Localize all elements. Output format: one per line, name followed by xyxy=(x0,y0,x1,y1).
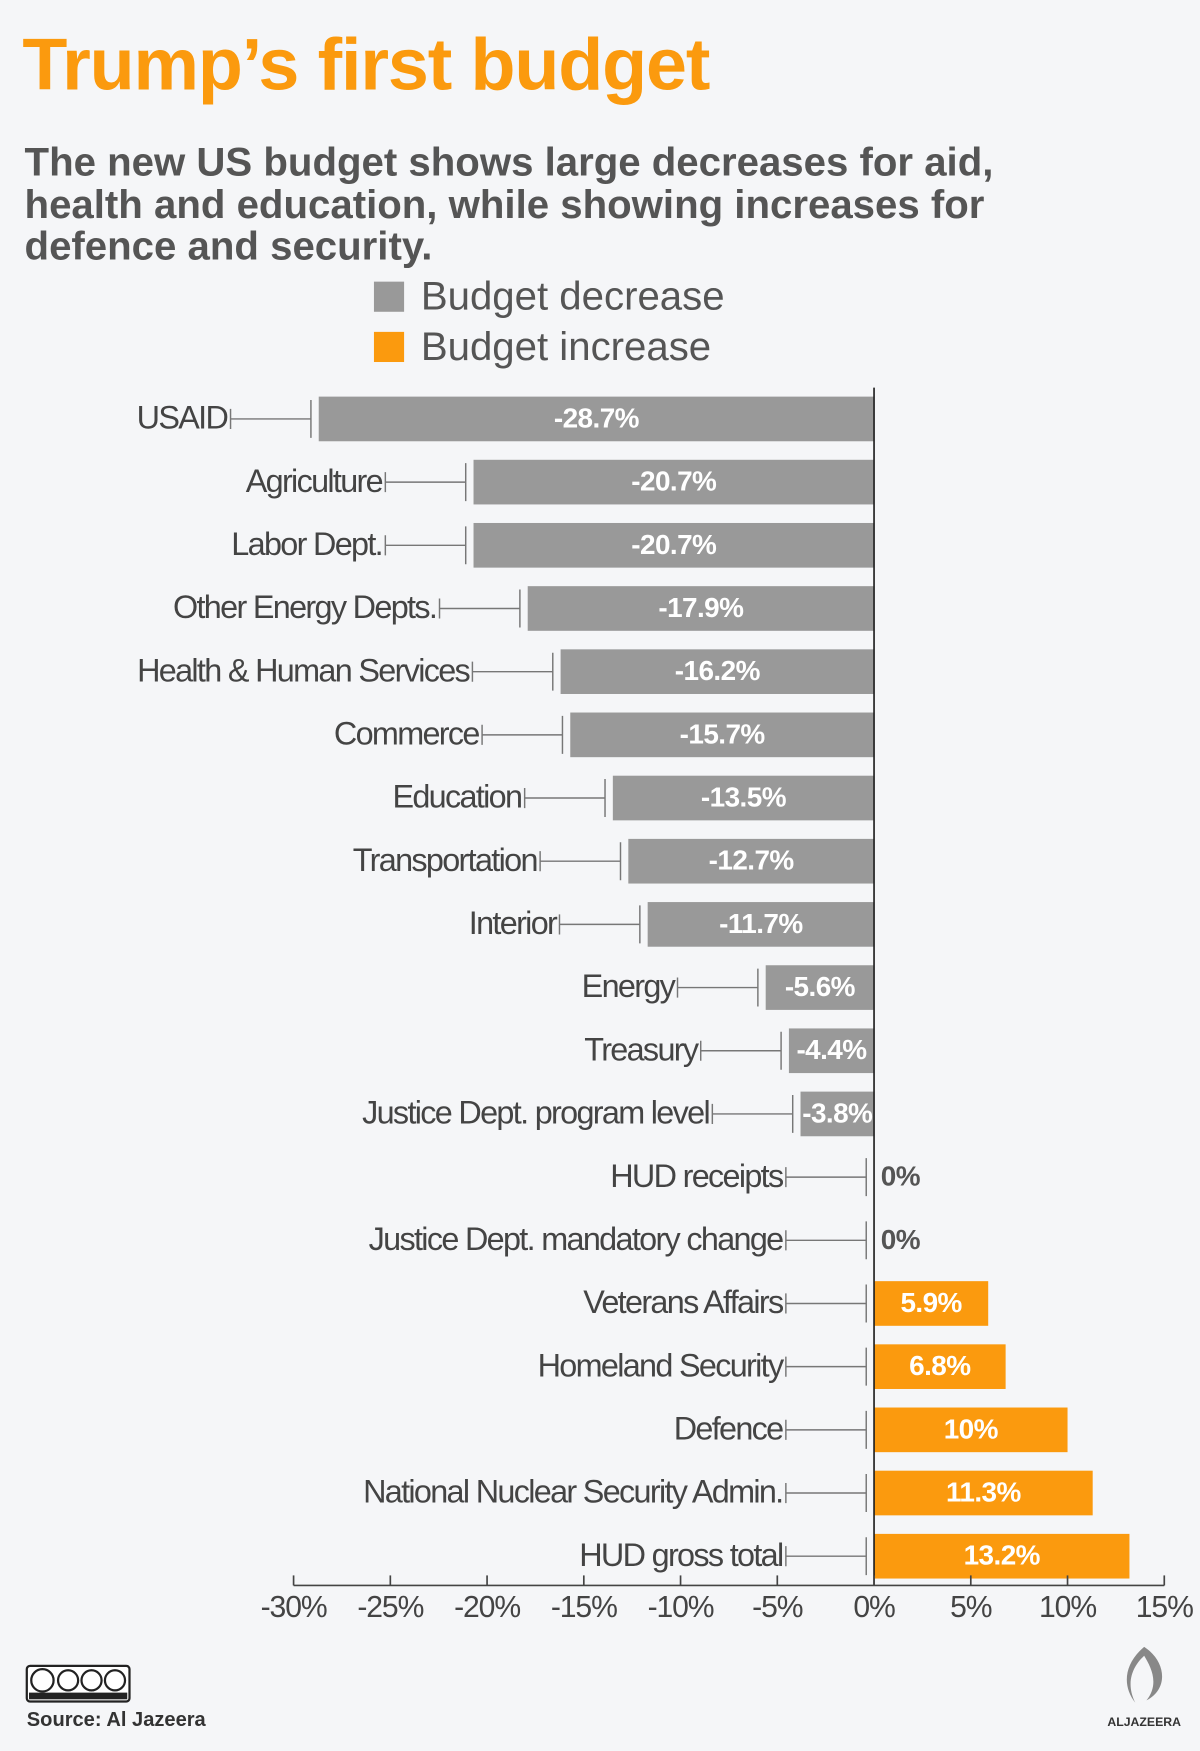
label-bracket xyxy=(384,526,467,565)
value-label: 11.3% xyxy=(946,1477,1022,1508)
label-bracket xyxy=(711,1094,794,1133)
label-bracket xyxy=(438,589,521,628)
category-label: Transportation xyxy=(353,842,537,878)
x-tick-label: 5% xyxy=(950,1591,992,1624)
bar xyxy=(765,965,875,1010)
bar xyxy=(473,522,875,568)
value-label: -5.6% xyxy=(785,971,856,1002)
category-label: Agriculture xyxy=(246,463,383,499)
value-label: -20.7% xyxy=(631,529,717,560)
x-tick-label: -15% xyxy=(551,1591,617,1624)
bar xyxy=(874,1533,1130,1579)
category-label: Other Energy Depts. xyxy=(173,589,436,625)
legend-swatch xyxy=(373,281,405,312)
category-label: Homeland Security xyxy=(538,1347,785,1383)
x-tick-label: -25% xyxy=(357,1591,423,1624)
bar xyxy=(800,1091,875,1137)
value-label: 0% xyxy=(881,1224,921,1255)
category-label: Justice Dept. mandatory change xyxy=(369,1221,784,1257)
logo-mark xyxy=(1126,1646,1163,1703)
label-bracket xyxy=(699,1031,782,1070)
subtitle: defence and security. xyxy=(25,223,433,268)
value-label: -12.7% xyxy=(709,845,795,876)
bar xyxy=(874,1470,1093,1516)
value-label: -28.7% xyxy=(554,402,640,433)
legend-label: Budget decrease xyxy=(421,274,725,319)
value-label: 10% xyxy=(944,1413,999,1444)
category-label: HUD receipts xyxy=(610,1158,784,1194)
x-tick-label: 10% xyxy=(1039,1591,1096,1624)
bar xyxy=(612,775,875,821)
category-label: Education xyxy=(392,779,521,815)
legend-label: Budget increase xyxy=(421,324,711,369)
value-label: -16.2% xyxy=(675,655,761,686)
label-bracket xyxy=(523,779,606,818)
value-label: -4.4% xyxy=(796,1034,867,1065)
bar xyxy=(473,459,875,505)
x-tick-label: -30% xyxy=(261,1591,327,1624)
category-label: Health & Human Services xyxy=(137,652,470,688)
bar xyxy=(628,838,875,884)
bar xyxy=(788,1028,875,1074)
category-label: Justice Dept. program level xyxy=(362,1095,709,1131)
label-bracket xyxy=(539,842,622,881)
category-label: Defence xyxy=(674,1411,783,1447)
legend-swatch xyxy=(373,331,405,363)
category-label: National Nuclear Security Admin. xyxy=(363,1474,782,1510)
bar xyxy=(560,649,875,694)
category-label: Commerce xyxy=(334,716,480,752)
cc-badge xyxy=(25,1664,131,1703)
value-label: -15.7% xyxy=(680,718,766,749)
source: Source: Al Jazeera xyxy=(27,1709,207,1731)
label-bracket xyxy=(785,1474,867,1513)
value-label: -11.7% xyxy=(719,908,803,939)
label-bracket xyxy=(384,463,467,502)
label-bracket xyxy=(229,399,312,438)
label-bracket xyxy=(481,715,564,754)
bar xyxy=(874,1281,989,1326)
category-label: Treasury xyxy=(584,1031,700,1067)
bar xyxy=(874,1407,1068,1453)
x-tick-label: -20% xyxy=(454,1591,520,1624)
category-label: Energy xyxy=(582,968,677,1004)
x-tick-label: 15% xyxy=(1136,1591,1193,1624)
label-bracket xyxy=(785,1158,867,1197)
x-tick-label: -10% xyxy=(648,1591,714,1624)
label-bracket xyxy=(471,652,554,691)
bar xyxy=(570,712,875,758)
label-bracket xyxy=(785,1284,867,1323)
label-bracket xyxy=(676,968,759,1007)
category-label: HUD gross total xyxy=(579,1537,783,1573)
category-label: USAID xyxy=(137,400,228,436)
category-label: Veterans Affairs xyxy=(583,1284,784,1320)
bar xyxy=(874,1344,1006,1389)
value-label: -3.8% xyxy=(802,1097,873,1128)
label-bracket xyxy=(785,1221,867,1260)
value-label: -20.7% xyxy=(631,466,717,497)
bar xyxy=(318,396,875,442)
label-bracket xyxy=(558,905,641,944)
x-tick-label: -5% xyxy=(752,1591,803,1624)
chart-title: Trump’s first budget xyxy=(22,23,710,106)
x-tick-label: 0% xyxy=(853,1591,895,1624)
category-label: Labor Dept. xyxy=(231,526,382,562)
bar xyxy=(527,586,875,631)
subtitle: health and education, while showing incr… xyxy=(25,182,985,227)
category-label: Interior xyxy=(469,905,558,941)
logo-text: ALJAZEERA xyxy=(1107,1715,1181,1729)
label-bracket xyxy=(785,1410,867,1449)
label-bracket xyxy=(785,1537,867,1576)
value-label: 5.9% xyxy=(900,1287,962,1318)
subtitle: The new US budget shows large decreases … xyxy=(25,140,994,185)
value-label: 6.8% xyxy=(909,1350,971,1381)
label-bracket xyxy=(785,1347,867,1386)
value-label: 0% xyxy=(881,1161,921,1192)
bar xyxy=(647,902,875,947)
value-label: -17.9% xyxy=(658,592,744,623)
value-label: 13.2% xyxy=(964,1540,1041,1571)
value-label: -13.5% xyxy=(701,782,787,813)
